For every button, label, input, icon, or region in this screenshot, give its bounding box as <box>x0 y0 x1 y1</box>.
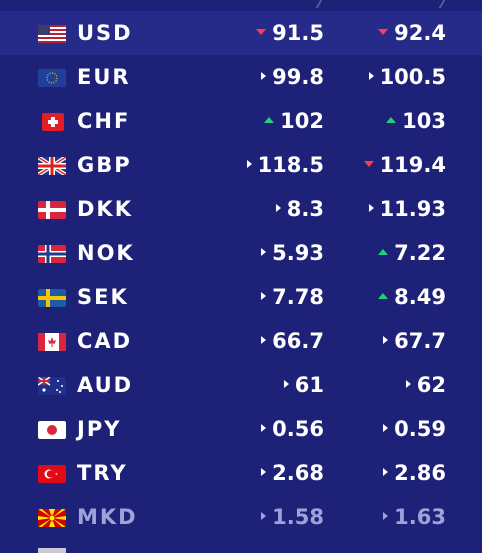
buy-rate: 91.5 <box>256 21 324 45</box>
rate-row-sek[interactable]: SEK 7.78 8.49 <box>0 275 482 319</box>
currency-code: GBP <box>77 153 132 177</box>
buy-rate: 7.78 <box>261 285 324 309</box>
tr-flag-icon <box>38 465 66 483</box>
sell-rate: 119.4 <box>363 153 446 177</box>
currency-code: AUD <box>77 373 134 397</box>
trend-up-icon <box>386 117 397 123</box>
rate-row-mkd[interactable]: MKD 1.58 1.63 <box>0 495 482 539</box>
trend-unchanged-icon <box>261 248 267 256</box>
trend-unchanged-icon <box>261 512 267 520</box>
mk-flag-icon <box>38 509 66 527</box>
ca-flag-icon <box>38 333 66 351</box>
sell-rate: 7.22 <box>378 241 446 265</box>
buy-rate: 8.3 <box>275 197 324 221</box>
trend-unchanged-icon <box>368 204 374 212</box>
buy-rate: 2.68 <box>261 461 324 485</box>
currency-code: TRY <box>77 461 128 485</box>
au-flag-icon <box>38 377 66 395</box>
trend-unchanged-icon <box>383 512 389 520</box>
rate-row-gbp[interactable]: GBP 118.5 119.4 <box>0 143 482 187</box>
trend-unchanged-icon <box>246 160 252 168</box>
rate-row-nok[interactable]: NOK 5.93 7.22 <box>0 231 482 275</box>
trend-up-icon <box>378 293 389 299</box>
currency-code: CHF <box>77 109 131 133</box>
no-flag-icon <box>38 245 66 263</box>
trend-unchanged-icon <box>261 292 267 300</box>
sell-rate: 11.93 <box>368 197 446 221</box>
buy-rate: 61 <box>283 373 324 397</box>
rate-row-cad[interactable]: CAD 66.7 67.7 <box>0 319 482 363</box>
trend-up-icon <box>264 117 275 123</box>
rate-row-jpy[interactable]: JPY 0.56 0.59 <box>0 407 482 451</box>
trend-down-icon <box>378 29 389 35</box>
rate-list: USD 91.5 92.4 EUR 99.8 100.5 <box>0 11 482 539</box>
rate-row-try[interactable]: TRY 2.68 2.86 <box>0 451 482 495</box>
sell-rate: 0.59 <box>383 417 446 441</box>
currency-code: SEK <box>77 285 129 309</box>
currency-code: MKD <box>77 505 138 529</box>
jp-flag-icon <box>38 421 66 439</box>
trend-unchanged-icon <box>261 424 267 432</box>
trend-unchanged-icon <box>275 204 281 212</box>
trend-down-icon <box>363 161 374 167</box>
currency-code: USD <box>77 21 133 45</box>
trend-unchanged-icon <box>383 336 389 344</box>
trend-unchanged-icon <box>383 468 389 476</box>
trend-unchanged-icon <box>405 380 411 388</box>
trend-unchanged-icon <box>283 380 289 388</box>
rate-row-usd[interactable]: USD 91.5 92.4 <box>0 11 482 55</box>
buy-rate: 102 <box>264 109 324 133</box>
sell-rate: 92.4 <box>378 21 446 45</box>
rate-row-dkk[interactable]: DKK 8.3 11.93 <box>0 187 482 231</box>
trend-unchanged-icon <box>383 424 389 432</box>
sell-rate: 100.5 <box>368 65 446 89</box>
rate-row-eur[interactable]: EUR 99.8 100.5 <box>0 55 482 99</box>
sell-rate: 67.7 <box>383 329 446 353</box>
sell-rate: 8.49 <box>378 285 446 309</box>
trend-up-icon <box>378 249 389 255</box>
eu-flag-icon <box>38 69 66 87</box>
buy-rate: 1.58 <box>261 505 324 529</box>
currency-code: CAD <box>77 329 133 353</box>
gb-flag-icon <box>38 157 66 175</box>
trend-unchanged-icon <box>261 468 267 476</box>
buy-rate: 0.56 <box>261 417 324 441</box>
exchange-rate-panel: USD 91.5 92.4 EUR 99.8 100.5 <box>0 0 482 553</box>
buy-rate: 99.8 <box>261 65 324 89</box>
next-row-flag-fragment <box>38 548 66 553</box>
buy-rate: 66.7 <box>261 329 324 353</box>
currency-code: NOK <box>77 241 135 265</box>
scrollbar-track[interactable] <box>482 0 497 553</box>
currency-code: JPY <box>77 417 122 441</box>
rate-row-chf[interactable]: CHF 102 103 <box>0 99 482 143</box>
sell-rate: 103 <box>386 109 446 133</box>
dk-flag-icon <box>38 201 66 219</box>
trend-unchanged-icon <box>261 336 267 344</box>
table-header-fragment <box>0 0 482 10</box>
rate-row-aud[interactable]: AUD 61 62 <box>0 363 482 407</box>
buy-rate: 5.93 <box>261 241 324 265</box>
currency-code: EUR <box>77 65 131 89</box>
trend-unchanged-icon <box>368 72 374 80</box>
us-flag-icon <box>38 25 66 43</box>
currency-code: DKK <box>77 197 133 221</box>
se-flag-icon <box>38 289 66 307</box>
sell-rate: 1.63 <box>383 505 446 529</box>
buy-rate: 118.5 <box>246 153 324 177</box>
trend-unchanged-icon <box>261 72 267 80</box>
sell-rate: 2.86 <box>383 461 446 485</box>
sell-rate: 62 <box>405 373 446 397</box>
trend-down-icon <box>256 29 267 35</box>
ch-flag-icon <box>42 113 64 131</box>
